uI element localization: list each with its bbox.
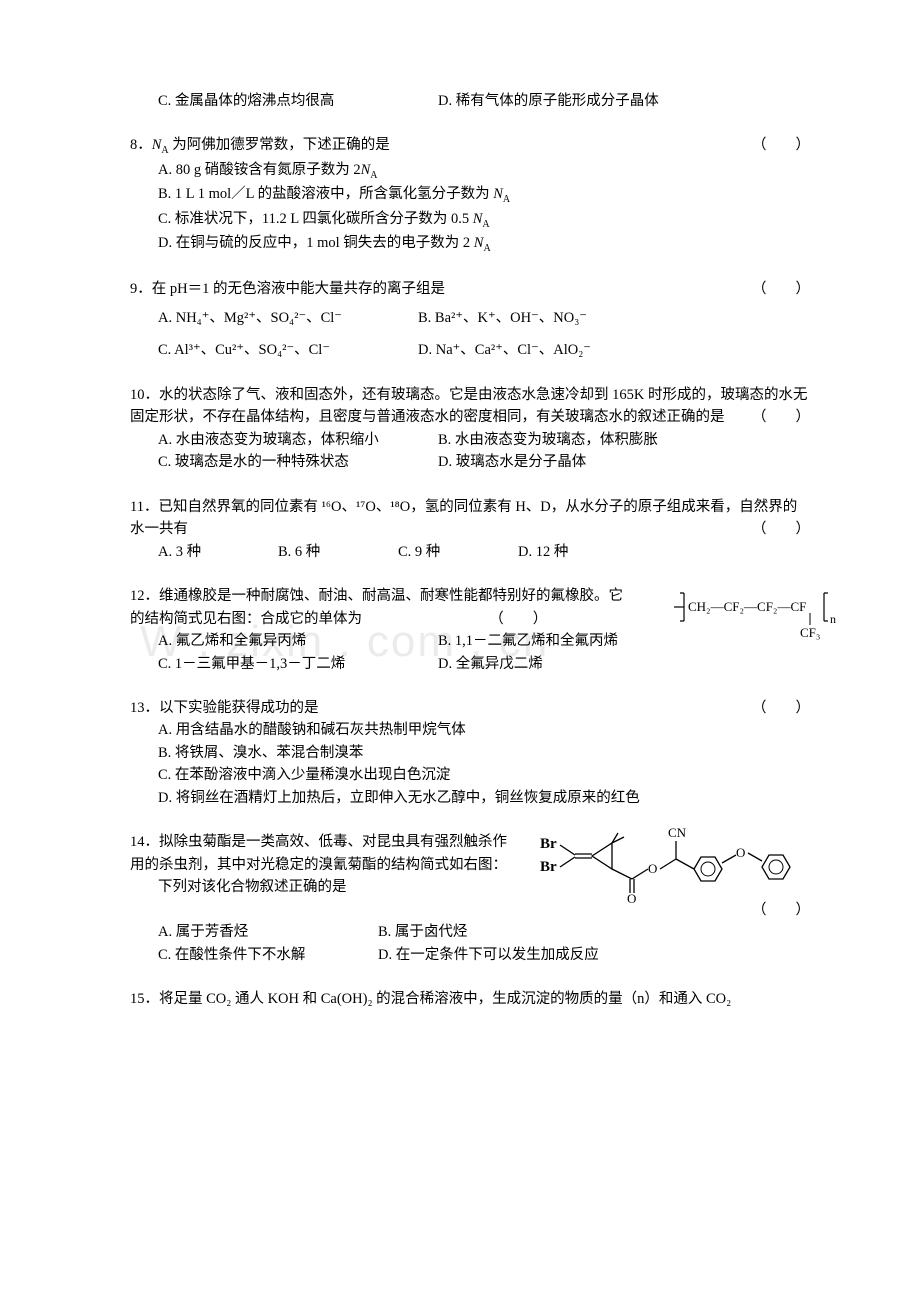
q10: 10．水的状态除了气、液和固态外，还有玻璃态。它是由液态水急速冷却到 165K …	[130, 384, 810, 474]
svg-text:CF₃: CF₃	[800, 625, 820, 640]
q15-stem: 15．将足量 CO₂ 通人 KOH 和 Ca(OH)₂ 的混合稀溶液中，生成沉淀…	[130, 991, 731, 1007]
q8-C-na-sub: A	[482, 219, 489, 230]
q11-optA: A. 3 种	[158, 541, 278, 563]
q14-optD: D. 在一定条件下可以发生加成反应	[378, 944, 599, 966]
q13-paren: （ ）	[750, 697, 810, 719]
q8-num: 8．	[130, 137, 152, 153]
q8-optA: A. 80 g 硝酸铵含有氮原子数为 2NA	[130, 159, 810, 183]
svg-text:O: O	[648, 861, 657, 876]
q13-optC: C. 在苯酚溶液中滴入少量稀溴水出现白色沉淀	[130, 764, 810, 786]
q8-optC: C. 标准状况下，11.2 L 四氯化碳所含分子数为 0.5 NA	[130, 208, 810, 232]
q13-optA: A. 用含结晶水的醋酸钠和碱石灰共热制甲烷气体	[130, 719, 810, 741]
q8-B-na: N	[493, 186, 503, 202]
q8-A-na: N	[361, 162, 371, 178]
svg-text:CH₂—CF₂—CF₂—CF: CH₂—CF₂—CF₂—CF	[688, 599, 806, 614]
q9-optD: D. Na⁺、Ca²⁺、Cl⁻、AlO₂⁻	[418, 339, 591, 361]
q9-paren: （ ）	[750, 278, 810, 300]
q8-A-text: A. 80 g 硝酸铵含有氮原子数为 2	[158, 162, 361, 178]
q14: Br Br O	[130, 831, 810, 966]
q8-optD: D. 在铜与硫的反应中，1 mol 铜失去的电子数为 2 NA	[130, 232, 810, 256]
q8-C-text: C. 标准状况下，11.2 L 四氯化碳所含分子数为 0.5	[158, 211, 473, 227]
q7-options: C. 金属晶体的熔沸点均很高 D. 稀有气体的原子能形成分子晶体	[130, 90, 810, 112]
q12-optA: A. 氟乙烯和全氟异丙烯	[158, 630, 438, 652]
q8-A-na-sub: A	[370, 170, 377, 181]
q8-stem: 8．NA 为阿佛加德罗常数，下述正确的是	[130, 134, 750, 158]
q14-optA: A. 属于芳香烃	[158, 921, 378, 943]
q12-optC: C. 1－三氟甲基－1,3－丁二烯	[158, 653, 438, 675]
svg-text:O: O	[627, 891, 636, 903]
q13-optD: D. 将铜丝在酒精灯上加热后，立即伸入无水乙醇中，铜丝恢复成原来的红色	[130, 787, 810, 809]
q11-optC: C. 9 种	[398, 541, 518, 563]
q12-optD: D. 全氟异戊二烯	[438, 653, 543, 675]
q9-optC: C. Al³⁺、Cu²⁺、SO₄²⁻、Cl⁻	[158, 339, 418, 361]
q8-paren: （ ）	[750, 134, 810, 156]
q8-optB: B. 1 L 1 mol／L 的盐酸溶液中，所含氯化氢分子数为 NA	[130, 183, 810, 207]
q12-paren: （ ）	[489, 611, 547, 627]
q11-optD: D. 12 种	[518, 541, 568, 563]
q8-D-na: N	[474, 235, 484, 251]
q8-D-text: D. 在铜与硫的反应中，1 mol 铜失去的电子数为 2	[158, 235, 474, 251]
q8-D-na-sub: A	[483, 243, 490, 254]
svg-text:n: n	[830, 612, 836, 626]
q9-optA: A. NH₄⁺、Mg²⁺、SO₄²⁻、Cl⁻	[158, 307, 418, 329]
q14-optB: B. 属于卤代烃	[378, 921, 467, 943]
q14-structure-drawing: Br Br O	[540, 823, 830, 910]
q9-optB: B. Ba²⁺、K⁺、OH⁻、NO₃⁻	[418, 307, 587, 329]
q12-stem: 12．维通橡胶是一种耐腐蚀、耐油、耐高温、耐寒性能都特别好的氟橡胶。它的结构简式…	[130, 588, 623, 626]
q7-optC: C. 金属晶体的熔沸点均很高	[158, 90, 438, 112]
q12: CH₂—CF₂—CF₂—CF CF₃ n 12．维通橡胶是一种耐腐蚀、耐油、耐高…	[130, 585, 810, 675]
q15: 15．将足量 CO₂ 通人 KOH 和 Ca(OH)₂ 的混合稀溶液中，生成沉淀…	[130, 988, 810, 1010]
q10-optB: B. 水由液态变为玻璃态，体积膨胀	[438, 429, 658, 451]
q11-optB: B. 6 种	[278, 541, 398, 563]
q10-paren: （ ）	[752, 406, 810, 428]
q8-na-sub: A	[161, 145, 168, 156]
q13: 13．以下实验能获得成功的是 （ ） A. 用含结晶水的醋酸钠和碱石灰共热制甲烷…	[130, 697, 810, 809]
q9: 9．在 pH＝1 的无色溶液中能大量共存的离子组是 （ ） A. NH₄⁺、Mg…	[130, 278, 810, 361]
q10-optC: C. 玻璃态是水的一种特殊状态	[158, 451, 438, 473]
q8-B-text: B. 1 L 1 mol／L 的盐酸溶液中，所含氯化氢分子数为	[158, 186, 493, 202]
svg-text:Br: Br	[540, 836, 557, 852]
q8: 8．NA 为阿佛加德罗常数，下述正确的是 （ ） A. 80 g 硝酸铵含有氮原…	[130, 134, 810, 256]
q11: 11．已知自然界氧的同位素有 ¹⁶O、¹⁷O、¹⁸O，氢的同位素有 H、D，从水…	[130, 496, 810, 563]
q11-stem: 11．已知自然界氧的同位素有 ¹⁶O、¹⁷O、¹⁸O，氢的同位素有 H、D，从水…	[130, 499, 797, 537]
q14-stem: 14．拟除虫菊酯是一类高效、低毒、对昆虫具有强烈触杀作用的杀虫剂，其中对光稳定的…	[130, 834, 507, 872]
q10-optA: A. 水由液态变为玻璃态，体积缩小	[158, 429, 438, 451]
q8-C-na: N	[473, 211, 483, 227]
q8-B-na-sub: A	[503, 194, 510, 205]
q12-structure-formula: CH₂—CF₂—CF₂—CF CF₃ n	[670, 583, 850, 650]
q10-stem: 10．水的状态除了气、液和固态外，还有玻璃态。它是由液态水急速冷却到 165K …	[130, 387, 807, 425]
q13-optB: B. 将铁屑、溴水、苯混合制溴苯	[130, 742, 810, 764]
q11-paren: （ ）	[752, 518, 810, 540]
q7-optD: D. 稀有气体的原子能形成分子晶体	[438, 90, 659, 112]
svg-text:CN: CN	[668, 825, 687, 840]
q13-stem: 13．以下实验能获得成功的是	[130, 697, 750, 719]
q9-stem: 9．在 pH＝1 的无色溶液中能大量共存的离子组是	[130, 278, 750, 300]
q8-stem-post: 为阿佛加德罗常数，下述正确的是	[169, 137, 390, 153]
q14-optC: C. 在酸性条件下不水解	[158, 944, 378, 966]
svg-text:O: O	[736, 845, 745, 860]
q12-optB: B. 1,1－二氟乙烯和全氟丙烯	[438, 630, 618, 652]
q10-optD: D. 玻璃态水是分子晶体	[438, 451, 586, 473]
q8-na: N	[152, 137, 162, 153]
svg-text:Br: Br	[540, 859, 557, 875]
